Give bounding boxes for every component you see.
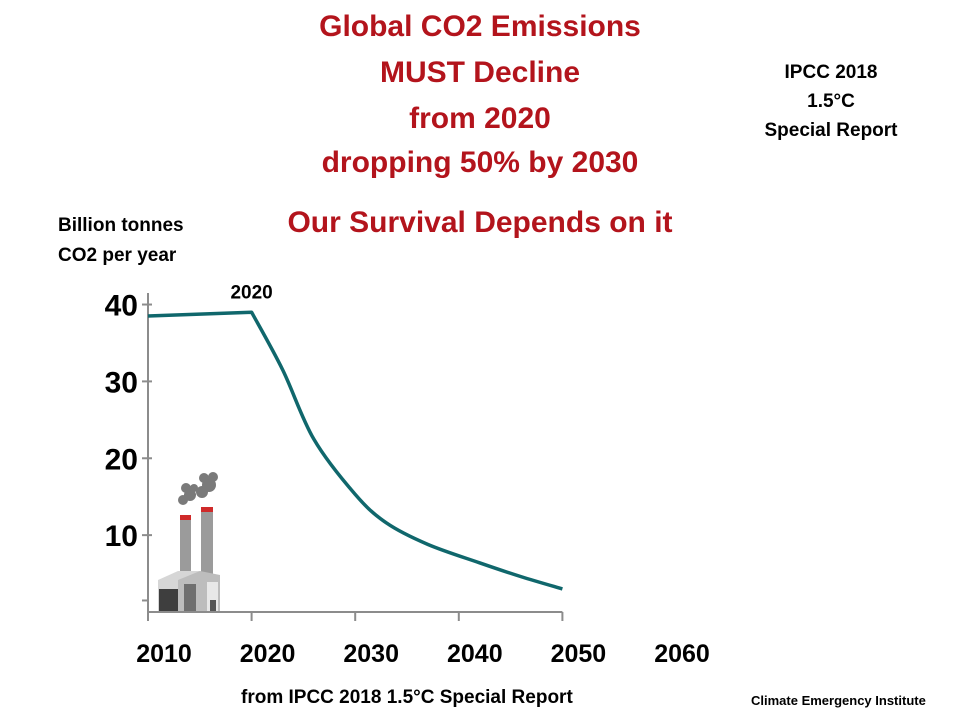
x-tick-label: 2050 xyxy=(551,640,607,668)
subtitle: Our Survival Depends on it xyxy=(287,206,673,239)
annotation-2020-label: 2020 xyxy=(230,283,272,304)
source-note: from IPCC 2018 1.5°C Special Report xyxy=(241,687,573,708)
emissions-series-line xyxy=(147,310,563,591)
factory-smokestacks-icon xyxy=(158,472,220,612)
y-axis-label-line-1: Billion tonnes xyxy=(58,215,184,236)
title-line-4: dropping 50% by 2030 xyxy=(321,146,639,179)
title-line-2: MUST Decline xyxy=(379,56,581,89)
y-tick-label: 40 xyxy=(105,290,138,323)
credit-label: Climate Emergency Institute xyxy=(751,693,926,708)
x-tick-label: 2030 xyxy=(343,640,399,668)
title-line-3: from 2020 xyxy=(409,102,551,135)
reference-line-1: IPCC 2018 xyxy=(784,62,878,83)
x-tick-label: 2020 xyxy=(240,640,296,668)
y-tick-label: 10 xyxy=(105,520,138,553)
title-line-1: Global CO2 Emissions xyxy=(319,10,641,43)
x-tick-label: 2040 xyxy=(447,640,503,668)
x-tick-label: 2060 xyxy=(654,640,710,668)
y-tick-label: 20 xyxy=(105,443,138,476)
y-axis-label-line-2: CO2 per year xyxy=(58,245,177,266)
reference-line-2: 1.5°C xyxy=(807,91,855,112)
x-tick-label: 2010 xyxy=(136,640,192,668)
reference-line-3: Special Report xyxy=(764,120,898,141)
y-tick-label: 30 xyxy=(105,366,138,399)
